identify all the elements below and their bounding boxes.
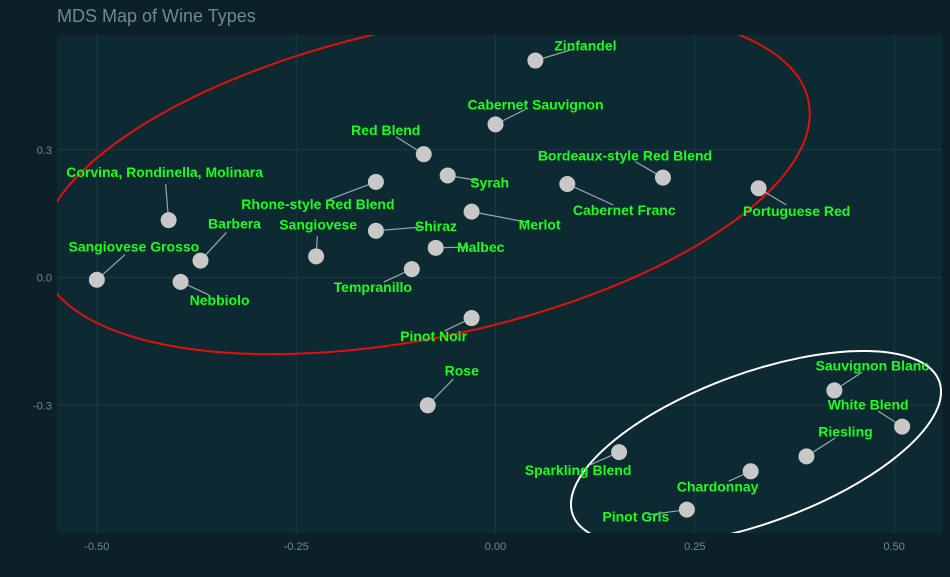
data-point [611,444,627,460]
data-point [368,174,384,190]
data-label: Riesling [818,423,872,439]
data-point [308,248,324,264]
data-point [527,53,543,69]
y-tick-label: 0.0 [37,273,52,285]
data-label: Rose [445,362,479,378]
data-label: Nebbiolo [190,292,250,308]
data-point [428,240,444,256]
data-label: Portuguese Red [743,203,850,219]
data-label: Malbec [457,239,505,255]
chart-title: MDS Map of Wine Types [57,6,256,26]
data-label: Pinot Noir [400,328,467,344]
data-label: Sauvignon Blanc [816,357,930,373]
x-tick-label: 0.25 [684,541,705,553]
leader-line [317,236,318,248]
data-point [404,261,420,277]
data-label: Pinot Gris [602,509,669,525]
data-point [559,176,575,192]
data-label: Shiraz [415,218,457,234]
data-point [161,212,177,228]
data-label: Merlot [519,217,561,233]
data-point [420,397,436,413]
data-label: Red Blend [351,122,420,138]
data-label: Tempranillo [334,279,412,295]
x-tick-label: -0.50 [84,541,109,553]
data-label: Zinfandel [554,38,616,54]
data-point [488,116,504,132]
y-tick-label: -0.3 [33,400,52,412]
x-tick-label: 0.00 [485,541,506,553]
data-point [798,448,814,464]
data-label: Bordeaux-style Red Blend [538,148,712,164]
data-label: Sangiovese [279,216,357,232]
data-label: Rhone-style Red Blend [241,196,394,212]
data-label: Cabernet Sauvignon [467,96,603,112]
x-tick-label: -0.25 [284,541,309,553]
data-point [894,419,910,435]
data-point [173,274,189,290]
data-point [416,146,432,162]
data-label: Chardonnay [677,478,759,494]
data-label: White Blend [828,397,909,413]
data-point [89,272,105,288]
data-label: Syrah [470,174,509,190]
y-tick-label: 0.3 [37,145,52,157]
data-point [464,204,480,220]
data-label: Corvina, Rondinella, Molinara [66,164,263,180]
data-point [368,223,384,239]
data-label: Sparkling Blend [525,462,632,478]
data-point [743,463,759,479]
data-point [751,180,767,196]
data-point [440,167,456,183]
data-label: Sangiovese Grosso [69,239,200,255]
data-label: Barbera [208,216,261,232]
data-label: Cabernet Franc [573,202,676,218]
data-point [464,310,480,326]
data-point [655,170,671,186]
data-point [679,502,695,518]
x-tick-label: 0.50 [883,541,904,553]
data-point [193,253,209,269]
